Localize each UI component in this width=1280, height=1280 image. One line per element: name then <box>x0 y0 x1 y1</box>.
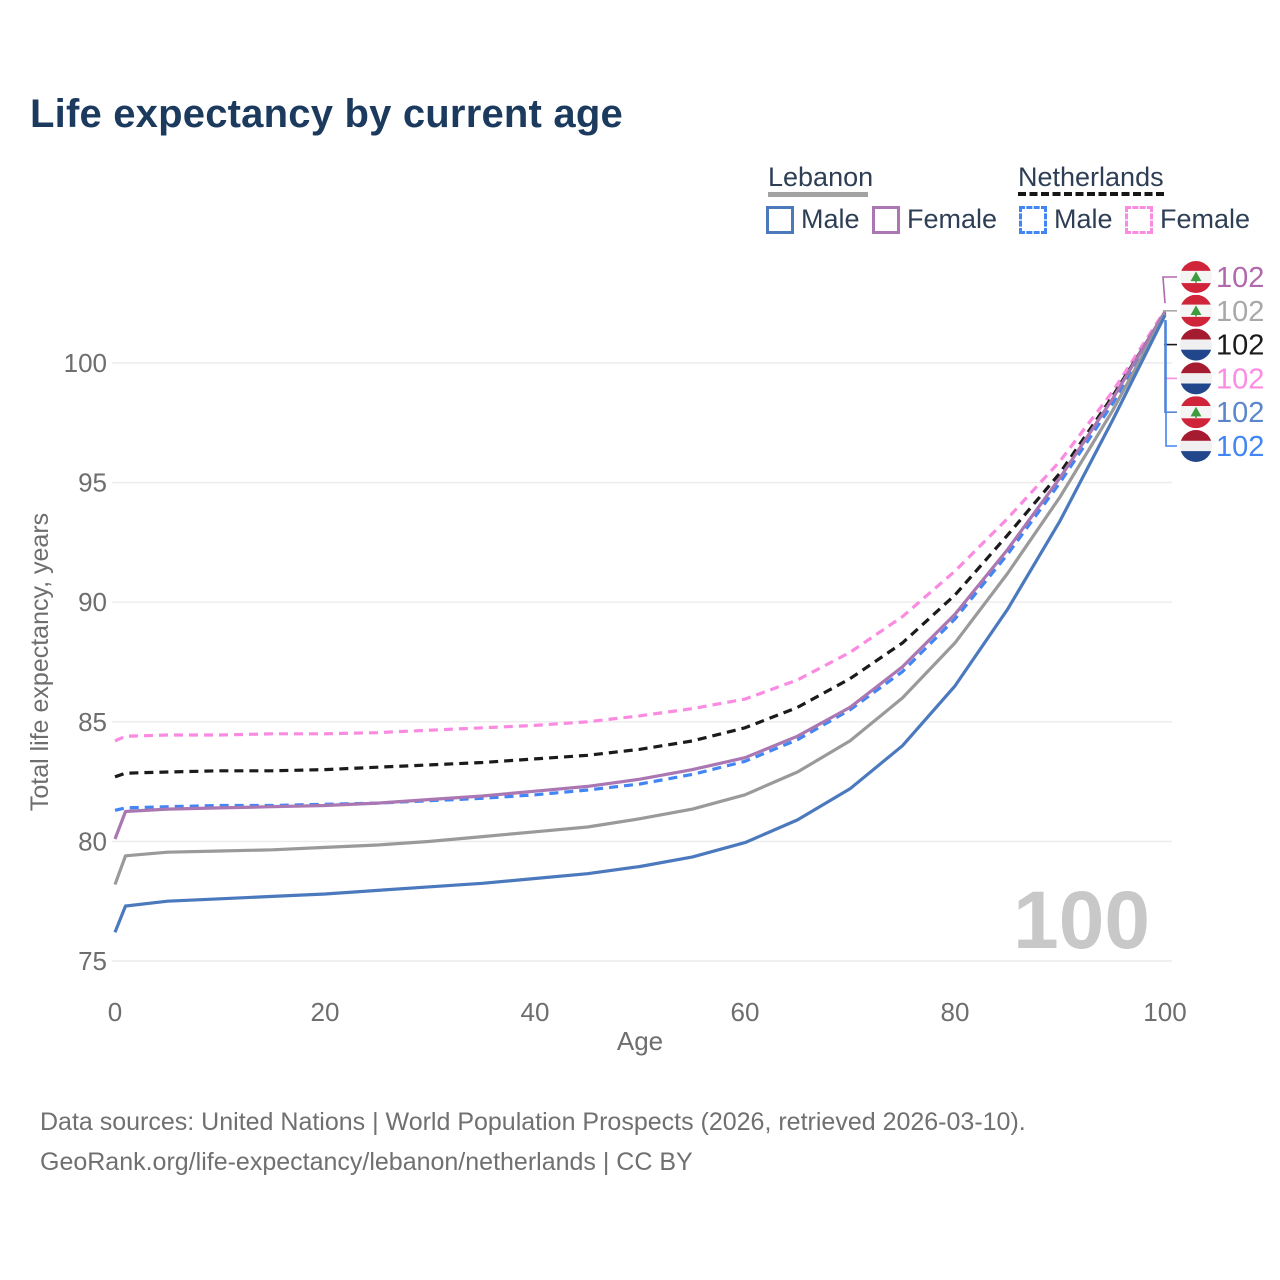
end-value-label: 102 <box>1216 330 1264 362</box>
legend-item-lebanon-female[interactable]: Female <box>872 204 997 235</box>
netherlands-female-swatch-icon <box>1125 205 1153 234</box>
netherlands-male-swatch-icon <box>1019 205 1047 234</box>
y-tick-label-85: 85 <box>78 707 107 737</box>
lebanon-female-swatch-icon <box>872 205 900 234</box>
y-tick-label-95: 95 <box>78 468 107 498</box>
legend-item-netherlands-male[interactable]: Male <box>1019 204 1113 235</box>
lebanon-flag-icon <box>1180 294 1212 327</box>
legend-item-label: Male <box>1054 204 1113 234</box>
end-label-connector <box>1162 276 1177 304</box>
series-line-lebanon-both[interactable] <box>113 313 1167 886</box>
legend-group-lebanon[interactable]: Lebanon <box>768 162 874 192</box>
legend-lebanon-line-sample <box>768 192 868 197</box>
series-line-netherlands-male[interactable] <box>114 315 1167 812</box>
x-tick-label-0: 0 <box>108 997 122 1027</box>
legend-group-netherlands[interactable]: Netherlands <box>1018 162 1164 192</box>
lebanon-flag-icon <box>1180 396 1212 429</box>
netherlands-flag-icon <box>1180 430 1212 462</box>
end-value-label: 102 <box>1216 397 1264 429</box>
netherlands-flag-icon <box>1180 328 1212 361</box>
y-tick-label-75: 75 <box>78 946 107 976</box>
legend-item-label: Female <box>1160 204 1251 234</box>
age-watermark: 100 <box>1013 875 1150 966</box>
netherlands-flag-icon <box>1180 362 1212 395</box>
y-tick-label-100: 100 <box>64 348 107 378</box>
end-value-label: 102 <box>1216 363 1264 395</box>
y-axis-title: Total life expectancy, years <box>26 513 54 811</box>
end-label-connector <box>1164 320 1177 414</box>
x-tick-label-20: 20 <box>311 997 340 1027</box>
legend-item-label: Female <box>907 204 998 234</box>
x-tick-label-60: 60 <box>731 997 760 1027</box>
lebanon-flag-icon <box>1180 261 1212 293</box>
x-tick-label-80: 80 <box>941 997 970 1027</box>
x-tick-label-100: 100 <box>1143 997 1186 1027</box>
series-line-lebanon-female[interactable] <box>113 310 1167 840</box>
series-line-netherlands-both[interactable] <box>114 311 1167 779</box>
end-label-connector <box>1165 320 1177 447</box>
data-sources-text: Data sources: United Nations | World Pop… <box>40 1108 1026 1136</box>
legend-item-netherlands-female[interactable]: Female <box>1125 204 1250 235</box>
lebanon-male-swatch-icon <box>766 205 794 234</box>
x-tick-label-40: 40 <box>521 997 550 1027</box>
attribution-link-text[interactable]: GeoRank.org/life-expectancy/lebanon/neth… <box>40 1148 693 1176</box>
legend-item-label: Male <box>801 204 860 234</box>
y-tick-label-90: 90 <box>78 587 107 617</box>
series-line-lebanon-male[interactable] <box>113 314 1167 933</box>
x-axis-title: Age <box>617 1026 663 1056</box>
end-value-label: 102 <box>1216 431 1264 463</box>
y-tick-label-80: 80 <box>78 826 107 856</box>
legend-item-lebanon-male[interactable]: Male <box>766 204 860 235</box>
series-line-netherlands-female[interactable] <box>114 309 1167 743</box>
legend-netherlands-line-sample <box>1018 192 1164 196</box>
end-value-label: 102 <box>1216 262 1264 294</box>
end-value-label: 102 <box>1216 296 1264 328</box>
page-title: Life expectancy by current age <box>30 92 623 136</box>
